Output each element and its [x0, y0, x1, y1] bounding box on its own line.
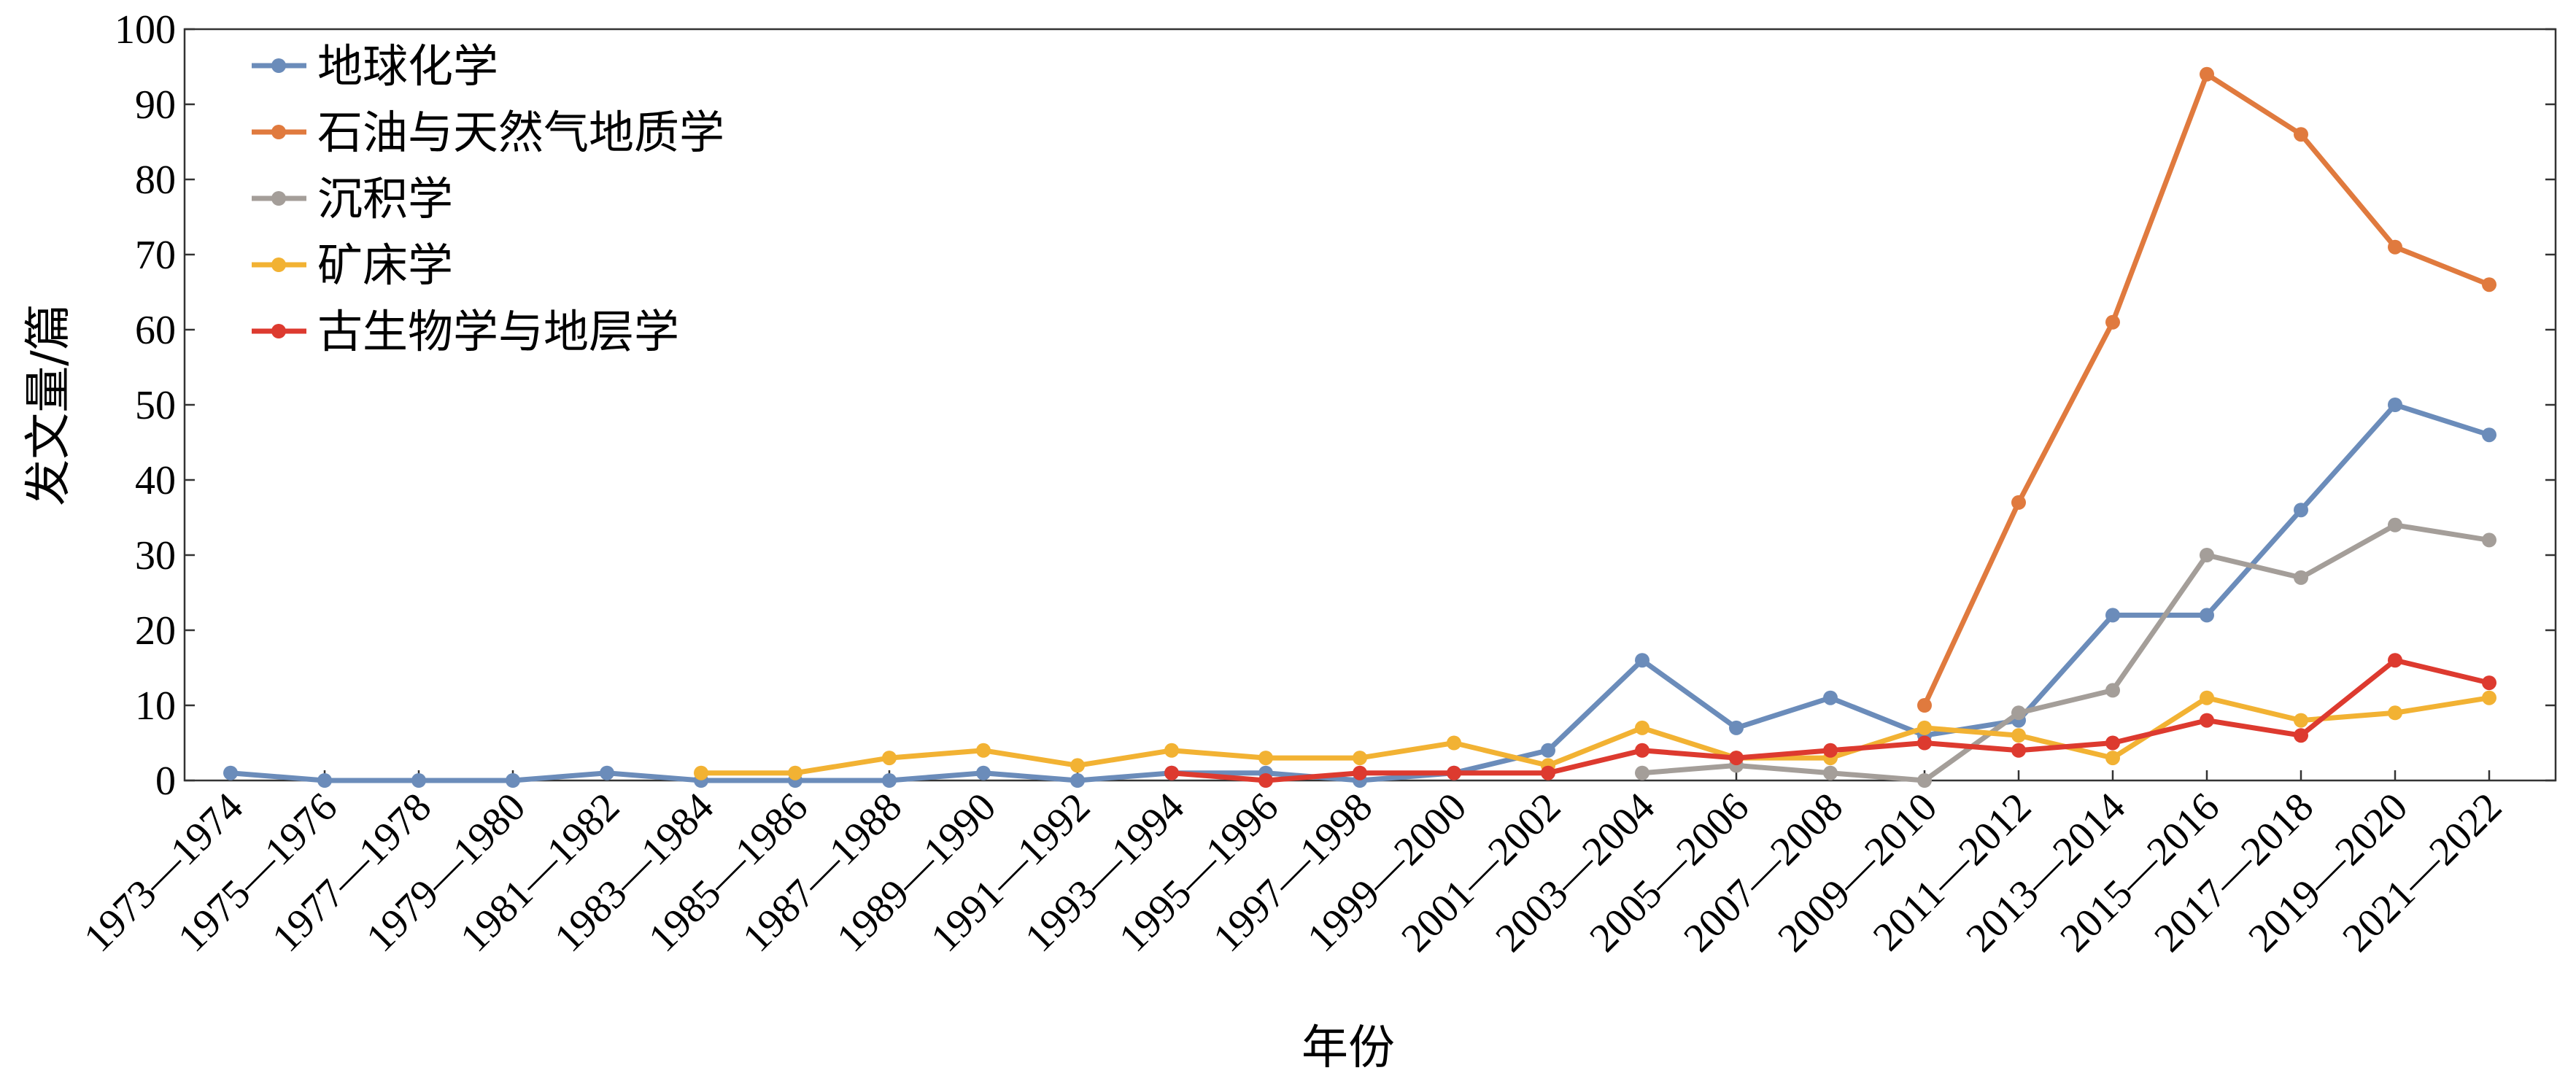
data-point — [1635, 720, 1649, 735]
data-point — [2011, 743, 2026, 758]
data-point — [882, 773, 897, 788]
data-point — [2294, 570, 2308, 585]
data-point — [1070, 758, 1085, 773]
data-point — [2388, 398, 2402, 412]
data-point — [882, 751, 897, 766]
legend-marker — [271, 58, 286, 73]
data-point — [1635, 743, 1649, 758]
series-layer — [223, 66, 2496, 788]
data-point — [1258, 751, 1273, 766]
legend-label: 地球化学 — [317, 39, 498, 93]
data-point — [1447, 765, 1461, 780]
data-point — [1353, 751, 1367, 766]
data-point — [1258, 773, 1273, 788]
y-tick-label: 0 — [155, 759, 176, 804]
data-point — [1823, 765, 1838, 780]
data-point — [976, 765, 991, 780]
data-point — [1917, 735, 1932, 751]
data-point — [2388, 517, 2402, 532]
series-4 — [1164, 653, 2496, 788]
data-point — [2482, 277, 2496, 292]
data-point — [2294, 713, 2308, 728]
data-point — [2388, 705, 2402, 721]
data-point — [1635, 653, 1649, 668]
y-tick-label: 100 — [115, 7, 176, 53]
data-point — [1070, 773, 1085, 788]
data-point — [2105, 735, 2120, 751]
series-line — [701, 695, 2490, 776]
data-point — [2105, 751, 2120, 766]
y-tick-label: 50 — [135, 383, 176, 428]
y-tick-label: 90 — [135, 82, 176, 128]
data-point — [2482, 690, 2496, 705]
data-point — [1541, 765, 1555, 780]
legend-label: 石油与天然气地质学 — [317, 106, 724, 159]
data-point — [1917, 698, 1932, 713]
legend-marker — [271, 324, 286, 338]
y-tick-label: 20 — [135, 608, 176, 654]
data-point — [2388, 239, 2402, 255]
data-point — [2011, 705, 2026, 721]
y-tick-label: 10 — [135, 683, 176, 729]
data-point — [2105, 608, 2120, 623]
data-point — [1823, 743, 1838, 758]
data-point — [2011, 495, 2026, 510]
series-line — [1641, 522, 2490, 783]
data-point — [1917, 773, 1932, 788]
data-point — [2294, 728, 2308, 743]
y-tick-label: 60 — [135, 308, 176, 353]
legend-label: 沉积学 — [317, 172, 453, 225]
data-point — [506, 773, 520, 788]
legend-label: 矿床学 — [317, 239, 453, 292]
y-axis: 0 10 20 30 40 50 60 70 80 90 100 — [115, 7, 2556, 804]
data-point — [1353, 765, 1367, 780]
data-point — [2388, 653, 2402, 668]
data-point — [1917, 720, 1932, 735]
data-point — [1164, 765, 1179, 780]
x-axis-title: 年份 — [1301, 1021, 1395, 1075]
legend-label: 古生物学与地层学 — [317, 305, 679, 358]
data-point — [2200, 548, 2214, 562]
data-point — [694, 765, 708, 780]
data-point — [2105, 683, 2120, 698]
legend-marker — [271, 191, 286, 206]
y-axis-title: 发文量/篇 — [22, 303, 76, 506]
data-point — [1541, 743, 1555, 758]
series-line — [230, 402, 2491, 783]
data-point — [2294, 127, 2308, 142]
data-point — [1823, 690, 1838, 705]
data-point — [2482, 532, 2496, 548]
data-point — [317, 773, 332, 788]
data-point — [788, 765, 802, 780]
data-point — [976, 743, 991, 758]
data-point — [1729, 751, 1744, 766]
data-point — [2200, 713, 2214, 728]
y-tick-label: 40 — [135, 458, 176, 503]
data-point — [1635, 765, 1649, 780]
series-1 — [1917, 66, 2496, 713]
data-point — [1164, 743, 1179, 758]
data-point — [2482, 427, 2496, 443]
data-point — [2011, 728, 2026, 743]
data-point — [2200, 690, 2214, 705]
data-point — [600, 765, 614, 780]
y-tick-label: 30 — [135, 533, 176, 578]
data-point — [2482, 675, 2496, 691]
data-point — [2105, 314, 2120, 330]
legend-marker — [271, 125, 286, 139]
data-point — [2200, 608, 2214, 623]
data-point — [411, 773, 426, 788]
legend-marker — [271, 257, 286, 272]
data-point — [223, 765, 238, 780]
data-point — [1729, 720, 1744, 735]
y-tick-label: 70 — [135, 233, 176, 278]
y-tick-label: 80 — [135, 158, 176, 203]
data-point — [1447, 735, 1461, 751]
data-point — [2200, 66, 2214, 82]
x-axis: 1973—19741975—19761977—19781979—19801981… — [75, 770, 2510, 961]
data-point — [2294, 503, 2308, 518]
